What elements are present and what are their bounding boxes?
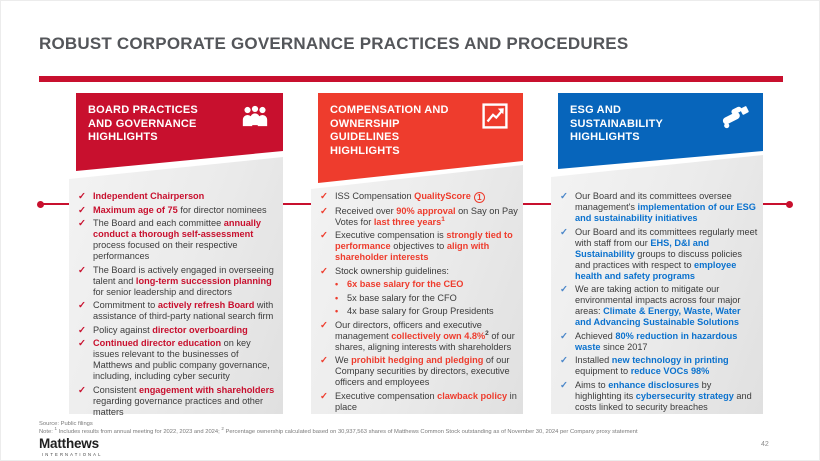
check-icon: ✓: [320, 319, 328, 331]
sub-bullet-item: • 5x base salary for the CFO: [335, 292, 457, 303]
dot-bullet-icon: •: [335, 279, 339, 289]
check-icon: ✓: [78, 300, 86, 311]
check-icon: ✓: [78, 338, 86, 349]
title-underline-bar: [39, 76, 783, 82]
check-icon: ✓: [320, 191, 328, 202]
panel-header: ESG AND SUSTAINABILITY HIGHLIGHTS: [558, 93, 763, 169]
logo-subtitle: INTERNATIONAL: [42, 452, 103, 457]
logo-wordmark: Matthews: [39, 436, 99, 451]
company-logo: Matthews INTERNATIONAL: [39, 436, 103, 457]
sub-bullet-item: • 6x base salary for the CEO: [335, 279, 464, 289]
check-icon: ✓: [320, 390, 328, 402]
bullet-item: ✓ The Board and each committee annually c…: [78, 218, 262, 261]
footnote: Note: 1 Includes results from annual mee…: [39, 426, 638, 435]
panel-body-background: [311, 165, 523, 414]
bullet-item: ✓ Our Board and its committees regularly …: [560, 226, 758, 281]
check-icon: ✓: [560, 379, 568, 391]
bullet-item: ✓ ISS Compensation QualityScore 1: [320, 191, 519, 203]
bullet-item: ✓ Commitment to actively refresh Board wi…: [78, 300, 274, 321]
check-icon: ✓: [560, 330, 568, 342]
chart-icon: [479, 103, 511, 129]
bullet-item: ✓ Executive compensation is strongly tied…: [320, 230, 513, 262]
column-compensation-ownership: COMPENSATION AND OWNERSHIP GUIDELINES HIGHL…: [311, 93, 523, 414]
column-esg-sustainability: ESG AND SUSTAINABILITY HIGHLIGHTS ✓ Our Boa…: [551, 93, 763, 414]
bullet-item: ✓ Achieved 80% reduction in hazardous was…: [560, 330, 738, 352]
sub-bullet-item: • 4x base salary for Group Presidents: [335, 306, 494, 316]
bullet-item: ✓ Received over 90% approval on Say on Pa…: [320, 205, 518, 227]
check-icon: ✓: [560, 191, 568, 202]
bullet-item: ✓ Stock ownership guidelines:: [320, 265, 449, 277]
bullet-item: ✓ Policy against director overboarding: [78, 324, 248, 336]
circled-number: 1: [473, 192, 485, 203]
bullet-item: ✓ Maximum age of 75 for director nominees: [78, 204, 267, 216]
check-icon: ✓: [560, 226, 568, 238]
bullet-item: ✓ Our Board and its committees oversee ma…: [560, 191, 756, 223]
bullet-item: ✓ Continued director education on key iss…: [78, 338, 270, 381]
bullet-item: ✓ Executive compensation clawback policy …: [320, 390, 517, 412]
check-icon: ✓: [320, 355, 328, 366]
panel-header-title: BOARD PRACTICES AND GOVERNANCE HIGHLIGHTS: [88, 104, 198, 143]
check-icon: ✓: [560, 355, 568, 366]
column-board-practices: BOARD PRACTICES AND GOVERNANCE HIGHLIGHTS …: [69, 93, 283, 417]
bullet-item: ✓ Consistent engagement with shareholders…: [78, 384, 275, 417]
check-icon: ✓: [78, 324, 86, 336]
source-note: Source: Public filings: [39, 421, 93, 427]
dot-bullet-icon: •: [335, 292, 339, 303]
page-number: 42: [761, 441, 769, 448]
check-icon: ✓: [78, 204, 86, 216]
check-icon: ✓: [320, 265, 328, 277]
panel-body-background: [551, 155, 763, 414]
handshake-icon: [719, 103, 751, 129]
check-icon: ✓: [320, 230, 328, 241]
bullet-item: ✓ Installed new technology in printing eq…: [560, 355, 729, 376]
check-icon: ✓: [78, 264, 86, 276]
check-icon: ✓: [78, 218, 86, 229]
panel-header-title: COMPENSATION AND OWNERSHIP GUIDELINES HIGHL…: [330, 104, 449, 157]
check-icon: ✓: [78, 384, 86, 396]
bullet-item: ✓ The Board is actively engaged in overse…: [78, 264, 274, 297]
bullet-item: ✓ Independent Chairperson: [78, 191, 205, 202]
check-icon: ✓: [560, 284, 568, 295]
bullet-item: ✓ We are taking action to mitigate our en…: [560, 284, 741, 327]
panel-bullet-list: ✓ ISS Compensation QualityScore 1 ✓ Received…: [320, 191, 519, 415]
panel-header: COMPENSATION AND OWNERSHIP GUIDELINES HIGHL…: [318, 93, 523, 183]
people-icon: [239, 103, 271, 129]
panel-body-background: [69, 157, 283, 414]
page-title: ROBUST CORPORATE GOVERNANCE PRACTICES AN…: [39, 34, 629, 53]
panel-header-title: ESG AND SUSTAINABILITY HIGHLIGHTS: [570, 104, 664, 143]
bullet-item: ✓ Our directors, officers and executive m…: [320, 319, 515, 352]
check-icon: ✓: [320, 205, 328, 217]
panel-bullet-list: ✓ Our Board and its committees oversee ma…: [560, 191, 759, 415]
bullet-item: ✓ We prohibit hedging and pledging of our…: [320, 355, 510, 387]
bullet-item: ✓ Aims to enhance disclosures by highligh…: [560, 379, 752, 412]
check-icon: ✓: [78, 191, 86, 202]
panel-header: BOARD PRACTICES AND GOVERNANCE HIGHLIGHTS: [76, 93, 283, 171]
dot-bullet-icon: •: [335, 306, 339, 316]
panel-bullet-list: ✓ Independent Chairperson ✓ Maximum age of …: [78, 191, 279, 420]
